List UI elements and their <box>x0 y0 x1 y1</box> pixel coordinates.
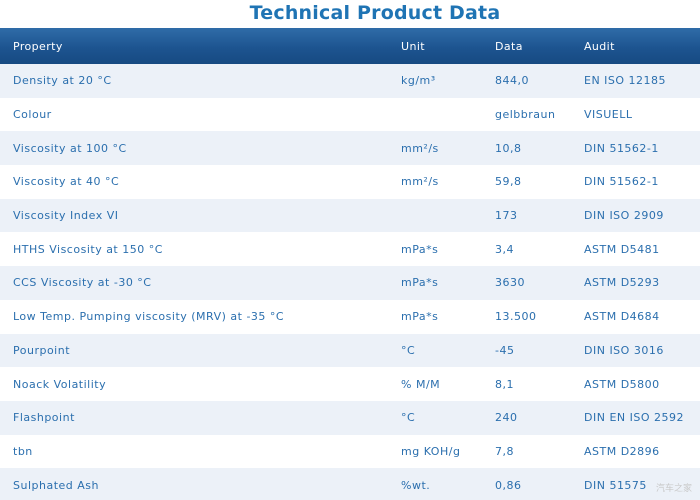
table-row: Pourpoint °C -45 DIN ISO 3016 <box>0 333 700 368</box>
table-row: CCS Viscosity at -30 °C mPa*s 3630 ASTM … <box>0 266 700 300</box>
table-row: Density at 20 °C kg/m³ 844,0 EN ISO 1218… <box>0 64 700 98</box>
cell-data: 3630 <box>495 276 525 290</box>
cell-data: 0,86 <box>495 478 522 492</box>
cell-audit: ASTM D5481 <box>584 242 660 256</box>
cell-audit: ASTM D5800 <box>584 377 660 391</box>
cell-property: tbn <box>13 444 33 458</box>
cell-property: Colour <box>13 108 52 122</box>
cell-data: 8,1 <box>495 377 514 391</box>
cell-data: 13.500 <box>495 310 537 324</box>
cell-property: Sulphated Ash <box>13 478 99 492</box>
table-row: tbn mg KOH/g 7,8 ASTM D2896 <box>0 434 700 469</box>
table-row: Low Temp. Pumping viscosity (MRV) at -35… <box>0 299 700 334</box>
cell-unit: °C <box>401 343 416 357</box>
page-title: Technical Product Data <box>249 2 501 24</box>
cell-audit: DIN 51562-1 <box>584 175 659 189</box>
cell-property: Viscosity at 100 °C <box>13 141 127 155</box>
cell-unit: mm²/s <box>401 141 439 155</box>
cell-unit: mPa*s <box>401 276 439 290</box>
cell-unit: mm²/s <box>401 175 439 189</box>
cell-audit: DIN 51562-1 <box>584 141 659 155</box>
cell-property: Density at 20 °C <box>13 74 112 88</box>
cell-property: Flashpoint <box>13 411 75 425</box>
cell-unit: mPa*s <box>401 310 439 324</box>
cell-property: Pourpoint <box>13 343 71 357</box>
watermark: 汽车之家 <box>655 484 692 494</box>
header-data: Data <box>495 39 523 53</box>
cell-audit: ASTM D4684 <box>584 310 660 324</box>
cell-property: Viscosity Index VI <box>13 209 119 223</box>
cell-audit: DIN ISO 3016 <box>584 343 664 357</box>
cell-audit: DIN 51575 <box>584 478 647 492</box>
table-row: HTHS Viscosity at 150 °C mPa*s 3,4 ASTM … <box>0 232 700 267</box>
cell-data: -45 <box>495 343 515 357</box>
cell-property: Viscosity at 40 °C <box>13 175 120 189</box>
cell-audit: VISUELL <box>584 108 633 122</box>
cell-unit: %wt. <box>401 478 431 492</box>
header-audit: Audit <box>584 39 615 53</box>
cell-unit: % M/M <box>401 377 441 391</box>
cell-property: HTHS Viscosity at 150 °C <box>13 242 163 256</box>
table-row: Colour gelbbraun VISUELL <box>0 97 700 132</box>
table-row: Viscosity at 100 °C mm²/s 10,8 DIN 51562… <box>0 131 700 166</box>
cell-property: CCS Viscosity at -30 °C <box>13 276 152 290</box>
technical-data-table: Property Unit Data Audit Density at 20 °… <box>0 28 700 500</box>
cell-unit: kg/m³ <box>401 74 436 88</box>
cell-property: Noack Volatility <box>13 377 107 391</box>
cell-unit: °C <box>401 411 416 425</box>
cell-audit: DIN ISO 2909 <box>584 209 664 223</box>
cell-audit: ASTM D5293 <box>584 276 660 290</box>
table-row: Flashpoint °C 240 DIN EN ISO 2592 <box>0 400 700 435</box>
cell-data: 10,8 <box>495 141 522 155</box>
cell-data: 59,8 <box>495 175 522 189</box>
cell-audit: DIN EN ISO 2592 <box>584 411 684 425</box>
cell-audit: ASTM D2896 <box>584 444 660 458</box>
cell-unit: mg KOH/g <box>401 444 461 458</box>
cell-data: gelbbraun <box>495 108 556 122</box>
table-row: Noack Volatility % M/M 8,1 ASTM D5800 <box>0 367 700 401</box>
cell-property: Low Temp. Pumping viscosity (MRV) at -35… <box>13 310 285 324</box>
cell-unit: mPa*s <box>401 242 439 256</box>
table-header: Property Unit Data Audit <box>0 28 700 64</box>
cell-data: 240 <box>495 411 518 425</box>
cell-audit: EN ISO 12185 <box>584 74 667 88</box>
cell-data: 7,8 <box>495 444 514 458</box>
cell-data: 844,0 <box>495 74 529 88</box>
table-row: Viscosity at 40 °C mm²/s 59,8 DIN 51562-… <box>0 165 700 199</box>
table-row: Viscosity Index VI 173 DIN ISO 2909 <box>0 198 700 233</box>
cell-data: 173 <box>495 209 518 223</box>
table-row: Sulphated Ash %wt. 0,86 DIN 51575 <box>0 468 700 500</box>
header-property: Property <box>13 39 63 53</box>
cell-data: 3,4 <box>495 242 514 256</box>
header-unit: Unit <box>401 39 425 53</box>
